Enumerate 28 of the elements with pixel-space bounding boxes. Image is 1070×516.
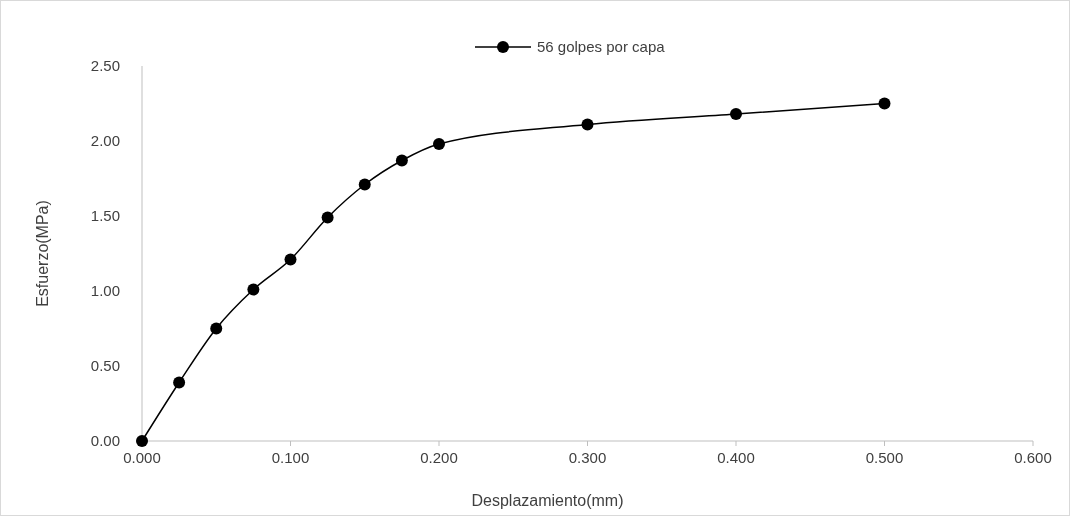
y-axis-title: Esfuerzo(MPa) bbox=[34, 200, 51, 307]
point bbox=[878, 97, 891, 110]
point bbox=[136, 435, 148, 447]
point bbox=[247, 283, 260, 296]
point bbox=[395, 154, 408, 167]
y-tick-label: 0.00 bbox=[90, 432, 120, 449]
x-tick-label: 0.400 bbox=[717, 449, 755, 466]
point bbox=[321, 211, 334, 224]
x-tick-label: 0.500 bbox=[865, 449, 904, 466]
y-tick-label: 1.50 bbox=[90, 207, 120, 224]
point bbox=[173, 376, 186, 389]
y-tick-label: 2.50 bbox=[90, 57, 120, 74]
y-tick-label: 1.00 bbox=[90, 282, 120, 299]
x-tick-label: 0.600 bbox=[1014, 449, 1052, 466]
point bbox=[730, 108, 742, 120]
point bbox=[358, 178, 371, 191]
x-tick-label: 0.200 bbox=[420, 449, 458, 466]
point bbox=[581, 118, 594, 131]
point bbox=[210, 322, 223, 335]
x-axis-title: Desplazamiento(mm) bbox=[471, 492, 624, 509]
point bbox=[284, 253, 297, 266]
x-tick-label: 0.000 bbox=[123, 449, 161, 466]
y-tick-label: 0.50 bbox=[90, 357, 120, 374]
y-tick-label: 2.00 bbox=[90, 132, 120, 149]
point bbox=[433, 138, 445, 150]
x-tick-label: 0.300 bbox=[568, 449, 607, 466]
legend-label: 56 golpes por capa bbox=[537, 38, 666, 55]
x-tick-label: 0.100 bbox=[271, 449, 310, 466]
